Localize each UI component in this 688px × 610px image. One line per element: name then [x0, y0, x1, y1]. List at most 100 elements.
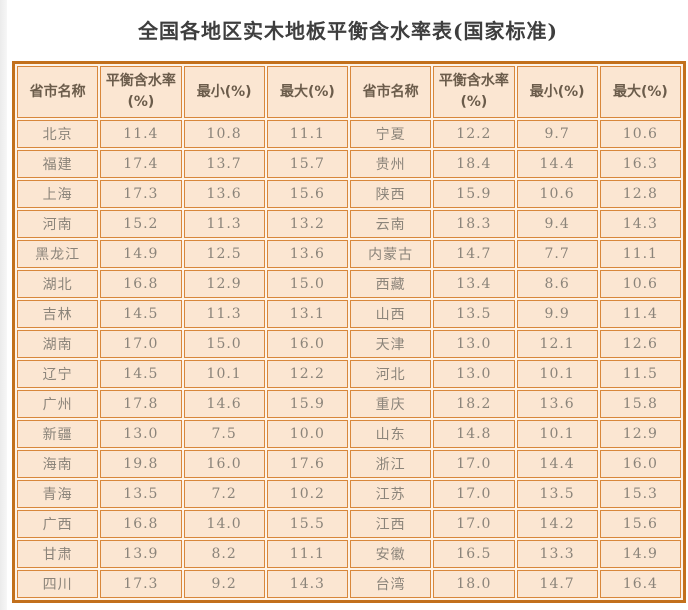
value-cell: 10.6 [516, 180, 598, 208]
value-cell: 14.7 [516, 570, 598, 598]
value-cell: 17.0 [433, 510, 515, 538]
value-cell: 17.0 [433, 450, 515, 478]
table-row: 湖南 17.0 15.0 16.0 天津 13.0 12.1 12.6 [17, 330, 681, 358]
province-cell: 四川 [17, 570, 99, 598]
value-cell: 9.2 [183, 570, 265, 598]
value-cell: 7.7 [516, 240, 598, 268]
value-cell: 16.5 [433, 540, 515, 568]
value-cell: 18.4 [433, 150, 515, 178]
value-cell: 10.2 [266, 480, 348, 508]
value-cell: 13.0 [433, 330, 515, 358]
value-cell: 14.9 [599, 540, 681, 568]
column-header-value: 平衡含水率(%) [433, 66, 515, 118]
value-cell: 17.8 [100, 390, 182, 418]
value-cell: 15.3 [599, 480, 681, 508]
column-header-value: 平衡含水率(%) [100, 66, 182, 118]
value-cell: 17.3 [100, 180, 182, 208]
province-cell: 安徽 [350, 540, 432, 568]
value-cell: 10.6 [599, 120, 681, 148]
value-cell: 13.6 [266, 240, 348, 268]
value-cell: 11.4 [599, 300, 681, 328]
value-cell: 15.9 [433, 180, 515, 208]
table-row: 吉林 14.5 11.3 13.1 山西 13.5 9.9 11.4 [17, 300, 681, 328]
value-cell: 16.8 [100, 270, 182, 298]
province-cell: 河南 [17, 210, 99, 238]
value-cell: 11.5 [599, 360, 681, 388]
value-cell: 14.3 [266, 570, 348, 598]
value-cell: 14.5 [100, 300, 182, 328]
table-body: 北京 11.4 10.8 11.1 宁夏 12.2 9.7 10.6 福建 17.4 13.7 15.… [17, 120, 681, 598]
value-cell: 13.5 [433, 300, 515, 328]
province-cell: 宁夏 [350, 120, 432, 148]
value-cell: 14.4 [516, 450, 598, 478]
value-cell: 11.1 [599, 240, 681, 268]
province-cell: 江西 [350, 510, 432, 538]
page-title: 全国各地区实木地板平衡含水率表(国家标准) [138, 19, 558, 43]
table-row: 湖北 16.8 12.9 15.0 西藏 13.4 8.6 10.6 [17, 270, 681, 298]
value-cell: 12.8 [599, 180, 681, 208]
province-cell: 重庆 [350, 390, 432, 418]
value-cell: 10.1 [516, 420, 598, 448]
province-cell: 上海 [17, 180, 99, 208]
province-cell: 浙江 [350, 450, 432, 478]
value-cell: 12.2 [433, 120, 515, 148]
value-cell: 15.6 [599, 510, 681, 538]
province-cell: 山东 [350, 420, 432, 448]
value-cell: 14.5 [100, 360, 182, 388]
province-cell: 江苏 [350, 480, 432, 508]
value-cell: 15.6 [266, 180, 348, 208]
value-cell: 13.0 [100, 420, 182, 448]
value-cell: 17.0 [433, 480, 515, 508]
value-cell: 14.2 [516, 510, 598, 538]
table-row: 北京 11.4 10.8 11.1 宁夏 12.2 9.7 10.6 [17, 120, 681, 148]
province-cell: 福建 [17, 150, 99, 178]
value-cell: 14.6 [183, 390, 265, 418]
value-cell: 13.1 [266, 300, 348, 328]
province-cell: 黑龙江 [17, 240, 99, 268]
column-header-province: 省市名称 [350, 66, 432, 118]
province-cell: 广州 [17, 390, 99, 418]
column-header-value: 最大(%) [266, 66, 348, 118]
table-header-row: 省市名称 平衡含水率(%) 最小(%) 最大(%) 省市名称 平衡含水率(%) 最小(%) 最… [17, 66, 681, 118]
value-cell: 14.0 [183, 510, 265, 538]
province-cell: 新疆 [17, 420, 99, 448]
province-cell: 湖北 [17, 270, 99, 298]
value-cell: 12.6 [599, 330, 681, 358]
value-cell: 15.0 [183, 330, 265, 358]
value-cell: 15.9 [266, 390, 348, 418]
value-cell: 13.0 [433, 360, 515, 388]
province-cell: 湖南 [17, 330, 99, 358]
value-cell: 11.3 [183, 210, 265, 238]
value-cell: 7.5 [183, 420, 265, 448]
value-cell: 7.2 [183, 480, 265, 508]
province-cell: 北京 [17, 120, 99, 148]
table-row: 福建 17.4 13.7 15.7 贵州 18.4 14.4 16.3 [17, 150, 681, 178]
province-cell: 天津 [350, 330, 432, 358]
province-cell: 甘肃 [17, 540, 99, 568]
province-cell: 青海 [17, 480, 99, 508]
table-row: 青海 13.5 7.2 10.2 江苏 17.0 13.5 15.3 [17, 480, 681, 508]
table-row: 上海 17.3 13.6 15.6 陕西 15.9 10.6 12.8 [17, 180, 681, 208]
value-cell: 13.6 [516, 390, 598, 418]
province-cell: 陕西 [350, 180, 432, 208]
value-cell: 11.3 [183, 300, 265, 328]
table-row: 河南 15.2 11.3 13.2 云南 18.3 9.4 14.3 [17, 210, 681, 238]
value-cell: 11.1 [266, 540, 348, 568]
table-row: 甘肃 13.9 8.2 11.1 安徽 16.5 13.3 14.9 [17, 540, 681, 568]
province-cell: 西藏 [350, 270, 432, 298]
value-cell: 16.0 [183, 450, 265, 478]
value-cell: 9.9 [516, 300, 598, 328]
value-cell: 10.8 [183, 120, 265, 148]
moisture-content-table: 省市名称 平衡含水率(%) 最小(%) 最大(%) 省市名称 平衡含水率(%) 最小(%) 最… [12, 61, 686, 603]
value-cell: 13.4 [433, 270, 515, 298]
table-row: 辽宁 14.5 10.1 12.2 河北 13.0 10.1 11.5 [17, 360, 681, 388]
province-cell: 内蒙古 [350, 240, 432, 268]
province-cell: 辽宁 [17, 360, 99, 388]
province-cell: 台湾 [350, 570, 432, 598]
value-cell: 14.9 [100, 240, 182, 268]
page-edge-strip [0, 0, 7, 610]
value-cell: 16.0 [599, 450, 681, 478]
value-cell: 13.6 [183, 180, 265, 208]
value-cell: 13.9 [100, 540, 182, 568]
column-header-value: 最小(%) [183, 66, 265, 118]
